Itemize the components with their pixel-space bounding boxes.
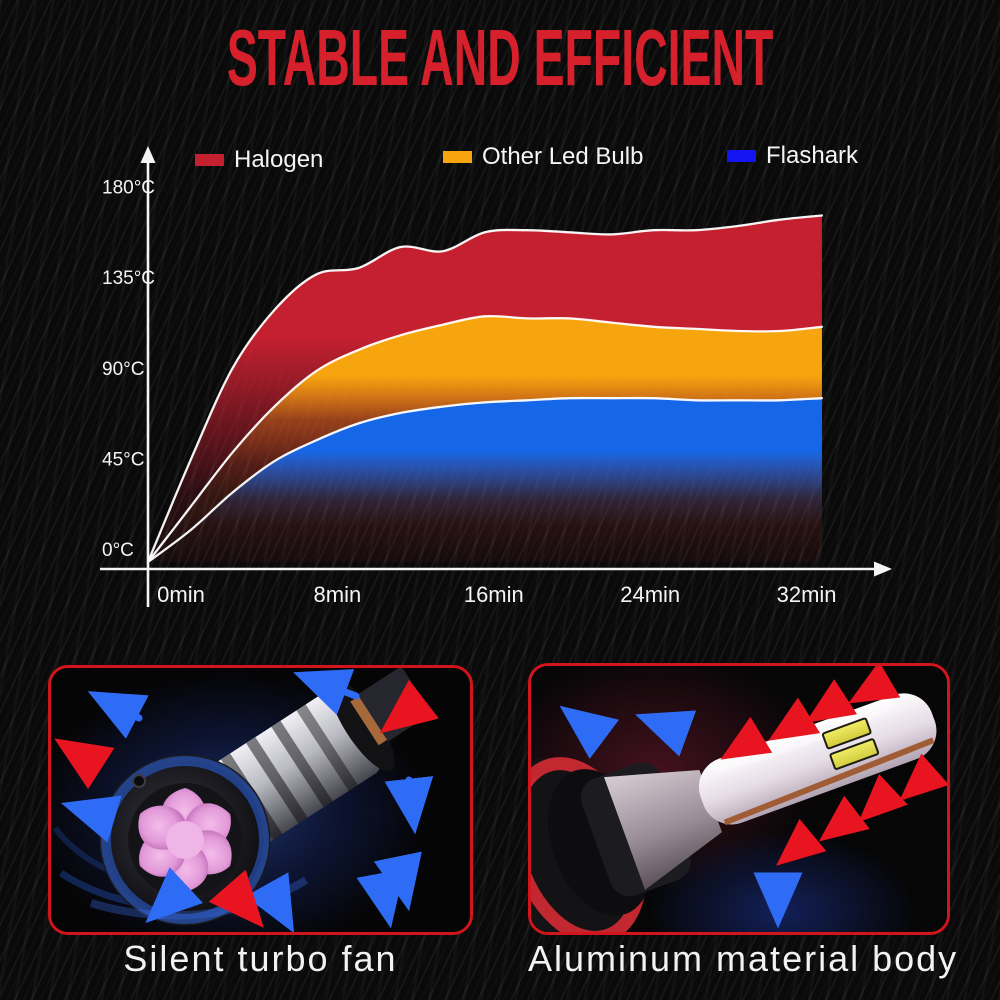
led-bulb-photo (531, 666, 947, 932)
y-tick-label: 90°C (102, 359, 144, 380)
legend-label-flashark: Flashark (766, 142, 859, 169)
other-led-bulb-curve (146, 314, 824, 564)
page-title: STABLE AND EFFICIENT (0, 18, 1000, 98)
legend-item-flashark: Flashark (727, 142, 858, 170)
flashark-curve (146, 396, 824, 564)
legend-item-other-led-bulb: Other Led Bulb (443, 143, 643, 171)
legend-label-halogen: Halogen (234, 146, 324, 173)
aluminum-body-photo-panel (528, 663, 950, 935)
halogen-curve (146, 214, 824, 564)
y-tick-label: 0°C (102, 540, 134, 561)
x-axis-arrowhead (874, 561, 892, 577)
turbo-fan-photo-panel (48, 665, 473, 935)
y-tick-label: 180°C (102, 178, 155, 199)
flashark-color-swatch (727, 150, 756, 162)
y-tick-label: 135°C (102, 268, 155, 289)
x-tick-label: 32min (777, 582, 837, 607)
page-title-text: STABLE AND EFFICIENT (226, 13, 774, 102)
legend-item-halogen: Halogen (195, 146, 323, 174)
screw (132, 774, 146, 788)
blue-airflow-arrows (60, 669, 434, 932)
halogen-color-swatch (195, 154, 224, 166)
led-chip (821, 717, 872, 750)
red-heat-arrows (54, 679, 439, 928)
other-led-bulb-color-swatch (443, 151, 472, 163)
y-tick-label: 45°C (102, 449, 144, 470)
red-heat-arrows (720, 666, 947, 866)
aluminum-tube-body (698, 693, 937, 825)
led-chip (829, 738, 880, 770)
x-tick-label: 24min (620, 582, 680, 607)
flashark-area (148, 398, 822, 562)
y-axis-arrowhead (140, 146, 156, 163)
legend-label-other-led-bulb: Other Led Bulb (482, 143, 644, 170)
x-tick-label: 8min (314, 582, 362, 607)
fan-hub (166, 821, 204, 859)
led-bulb (531, 693, 937, 932)
blue-airflow-arrows (559, 705, 803, 929)
x-tick-label: 0min (157, 582, 205, 607)
caption-aluminum-body: Aluminum material body (528, 938, 959, 979)
metal-cone-collar (604, 770, 722, 890)
caption-silent-turbo-fan: Silent turbo fan (123, 938, 398, 979)
turbo-fan-photo (51, 668, 470, 932)
fan-face (99, 754, 271, 926)
x-tick-label: 16min (464, 582, 524, 607)
copper-edge (723, 737, 935, 826)
